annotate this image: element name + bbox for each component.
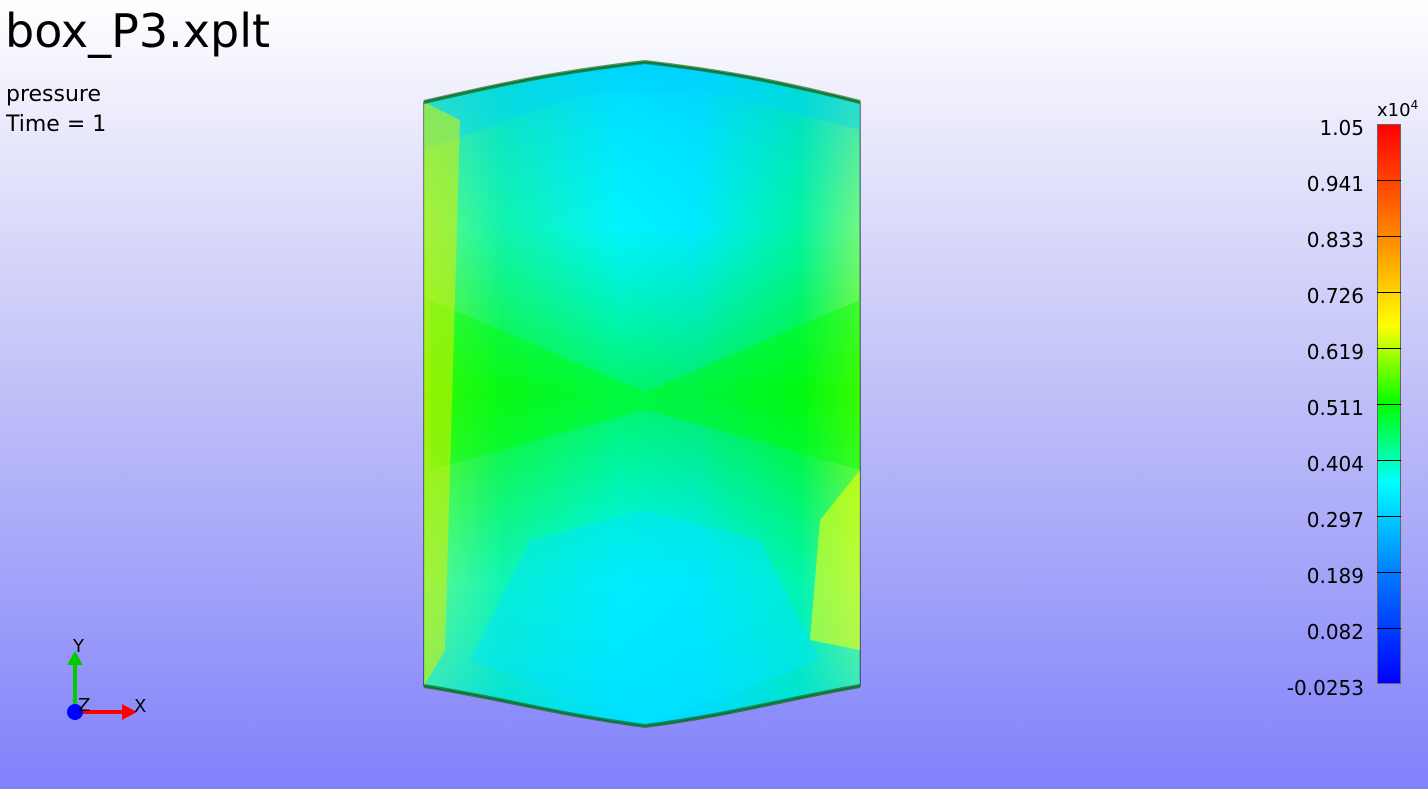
legend-tick-mark	[1377, 292, 1401, 293]
orientation-triad	[67, 651, 137, 720]
legend-tick-mark	[1377, 572, 1401, 573]
legend-tick: 0.082	[1306, 620, 1364, 644]
legend-tick: 0.511	[1306, 396, 1364, 420]
legend-tick: 0.189	[1306, 564, 1364, 588]
legend-tick-mark	[1377, 516, 1401, 517]
legend-tick-mark	[1377, 180, 1401, 181]
y-axis-arrowhead	[67, 651, 83, 665]
legend-tick-mark	[1377, 236, 1401, 237]
legend-tick-mark	[1377, 348, 1401, 349]
legend-tick: 0.404	[1306, 452, 1364, 476]
legend-tick: 0.297	[1306, 508, 1364, 532]
z-axis-label: Z	[78, 695, 91, 716]
x-axis-arrowhead	[122, 704, 137, 720]
z-axis-marker	[67, 704, 83, 720]
legend-scale-label: x10	[1377, 100, 1411, 121]
time-label: Time = 1	[6, 112, 107, 137]
legend-tick-mark	[1377, 460, 1401, 461]
pressure-field-model[interactable]	[423, 60, 861, 730]
variable-label: pressure	[6, 82, 102, 107]
legend-tick: 0.619	[1306, 340, 1364, 364]
legend-tick: 0.833	[1306, 228, 1364, 252]
legend-tick: -0.0253	[1286, 676, 1364, 700]
plot-info: pressure Time = 1	[6, 80, 106, 140]
y-axis-label: Y	[73, 636, 84, 657]
x-axis-label: X	[134, 696, 147, 717]
legend-tick: 1.05	[1319, 116, 1364, 140]
legend-tick-mark	[1377, 404, 1401, 405]
legend-scale-exponent: 4	[1410, 98, 1419, 112]
legend-scale-note: x104	[1377, 98, 1418, 121]
legend-tick: 0.726	[1306, 284, 1364, 308]
legend-tick-mark	[1377, 628, 1401, 629]
legend-tick: 0.941	[1306, 172, 1364, 196]
file-title: box_P3.xplt	[5, 4, 271, 58]
